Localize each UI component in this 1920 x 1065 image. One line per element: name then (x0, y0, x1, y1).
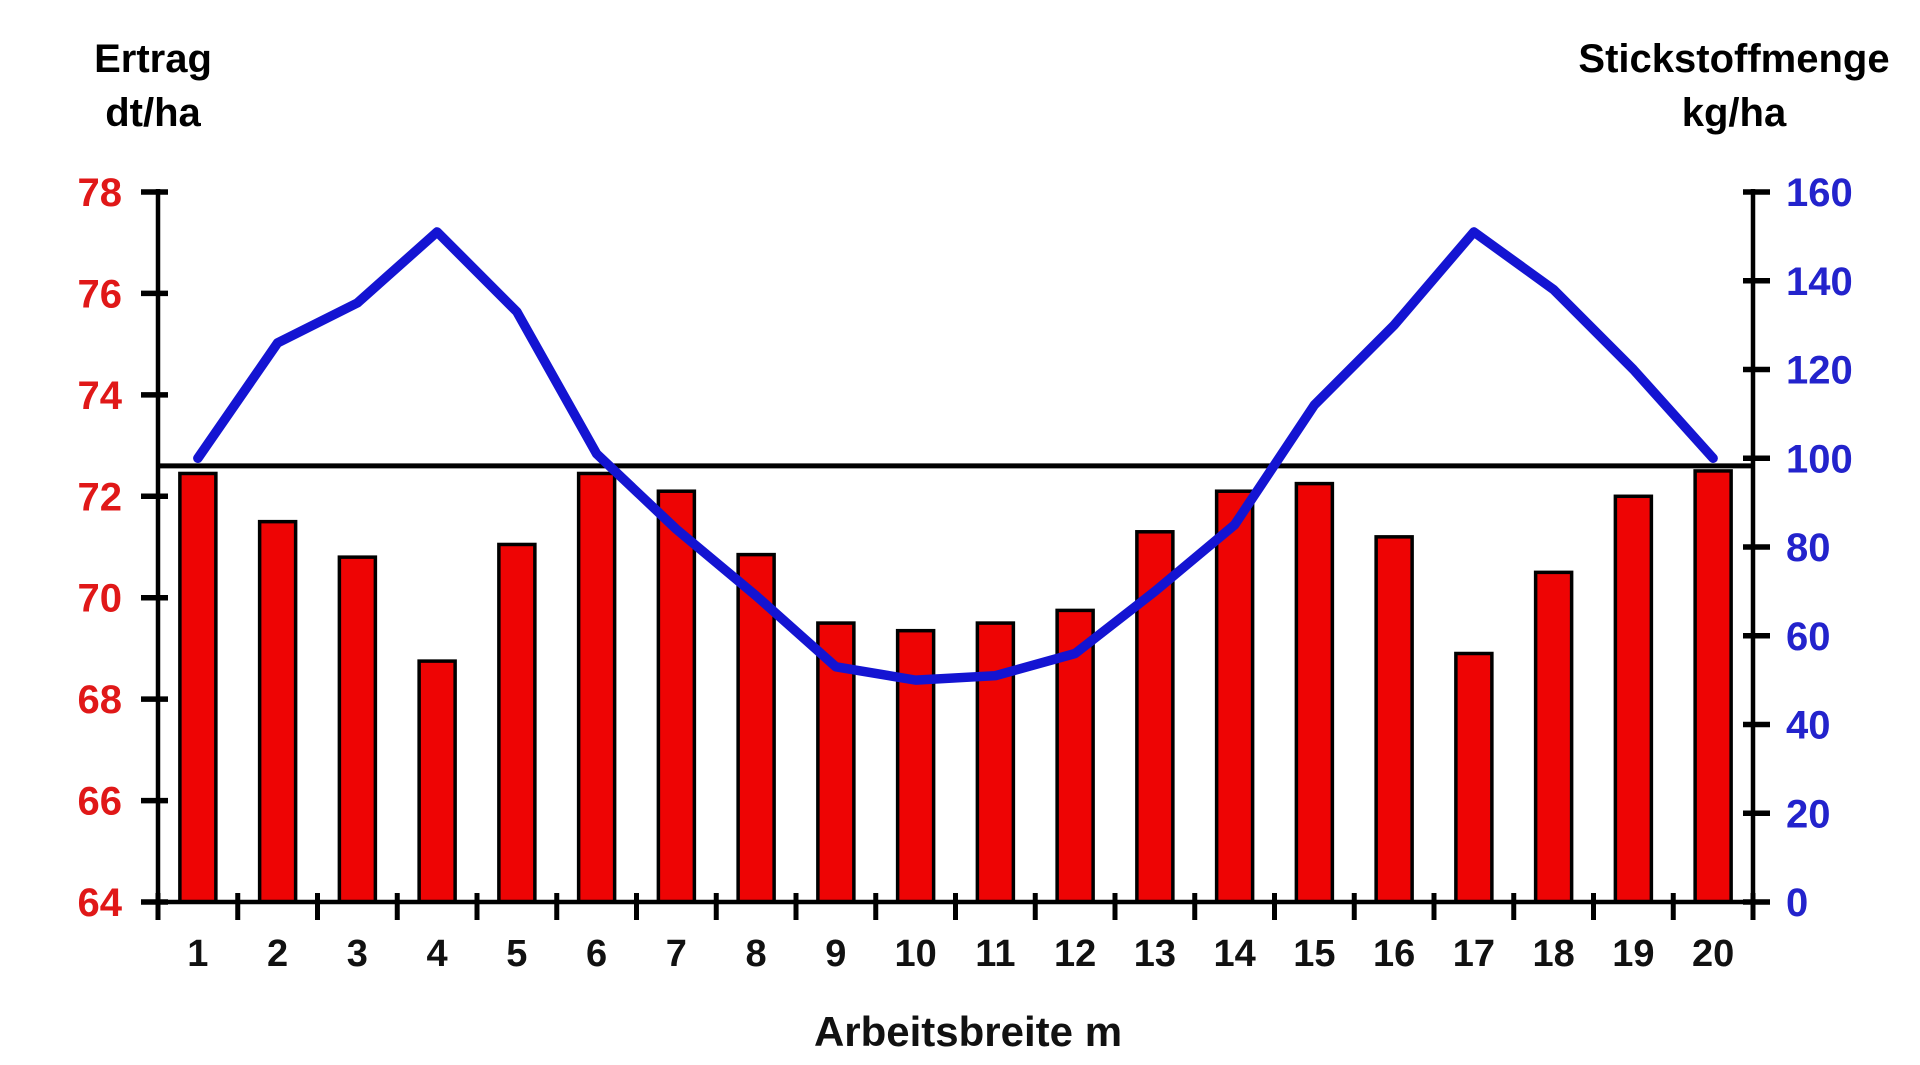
bar-17 (1454, 651, 1494, 904)
bar-18 (1533, 570, 1574, 904)
x-axis-tick-label: 13 (1134, 933, 1176, 975)
right-axis-title-line2: kg/ha (1681, 91, 1787, 135)
x-axis-tick-label: 9 (825, 933, 846, 975)
right-axis-tick-label: 160 (1786, 171, 1853, 215)
x-axis-tick-label: 1 (187, 933, 208, 975)
right-axis-title-line1: Stickstoffmenge (1578, 37, 1890, 81)
x-axis-tick-label: 5 (506, 933, 527, 975)
x-axis-tick-label: 2 (267, 933, 288, 975)
left-axis-tick-label: 74 (78, 374, 123, 418)
left-axis-tick-label: 72 (78, 475, 123, 519)
x-axis-tick-label: 8 (746, 933, 767, 975)
bar-10 (895, 628, 936, 904)
bar-6 (576, 471, 617, 904)
bar-3 (337, 555, 378, 904)
right-axis-tick-label: 140 (1786, 260, 1853, 304)
right-axis-tick-label: 120 (1786, 349, 1853, 393)
x-axis-tick-label: 15 (1293, 933, 1335, 975)
x-axis-tick-label: 6 (586, 933, 607, 975)
bar-14 (1214, 489, 1255, 904)
left-axis-title-line2: dt/ha (105, 91, 201, 135)
right-axis-tick-label: 80 (1786, 526, 1831, 570)
right-axis-tick-label: 100 (1786, 437, 1853, 481)
x-axis-title: Arbeitsbreite m (813, 1008, 1123, 1055)
x-axis-tick-label: 4 (427, 933, 448, 975)
bar-11 (975, 621, 1016, 904)
right-axis-tick-label: 60 (1786, 615, 1831, 659)
x-axis-tick-label: 18 (1532, 933, 1574, 975)
left-axis-tick-label: 76 (78, 272, 123, 316)
left-axis-title-line1: Ertrag (94, 37, 212, 81)
x-axis-tick-label: 19 (1612, 933, 1654, 975)
right-axis-tick-label: 20 (1786, 792, 1831, 836)
x-axis-tick-label: 16 (1373, 933, 1415, 975)
x-axis-tick-label: 3 (347, 933, 368, 975)
bar-19 (1613, 494, 1654, 904)
stickstoffmenge-line (193, 227, 1718, 685)
bar-20 (1693, 469, 1733, 904)
left-axis-tick-label: 78 (78, 171, 123, 215)
bar-15 (1294, 481, 1335, 904)
x-axis-tick-label: 17 (1453, 933, 1495, 975)
left-axis-tick-label: 70 (78, 577, 123, 621)
x-axis-tick-label: 12 (1054, 933, 1096, 975)
bar-4 (417, 659, 457, 904)
x-axis-tick-label: 14 (1213, 933, 1255, 975)
left-axis-title: Ertrag dt/ha (13, 32, 293, 140)
right-axis-tick-label: 0 (1786, 881, 1808, 925)
left-axis-tick-label: 66 (78, 780, 123, 824)
right-axis-title: Stickstoffmenge kg/ha (1548, 32, 1920, 140)
bar-1 (178, 471, 218, 904)
left-axis-tick-label: 64 (78, 881, 123, 925)
x-axis-tick-label: 10 (894, 933, 936, 975)
x-axis-tick-label: 11 (975, 933, 1015, 975)
bar-16 (1374, 535, 1414, 904)
x-axis-tick-label: 7 (666, 933, 687, 975)
bar-7 (656, 489, 697, 904)
x-axis-tick-label: 20 (1692, 933, 1734, 975)
right-axis-tick-label: 40 (1786, 704, 1831, 748)
bar-5 (497, 542, 537, 904)
bar-2 (257, 519, 298, 904)
left-axis-tick-label: 68 (78, 678, 123, 722)
